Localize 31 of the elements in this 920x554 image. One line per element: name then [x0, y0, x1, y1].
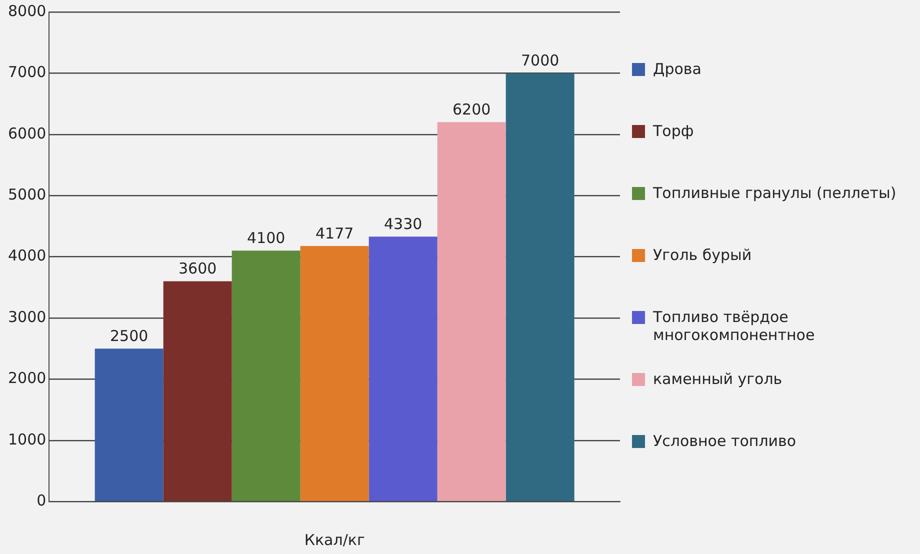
y-tick-label: 7000 — [8, 63, 46, 82]
bar — [163, 281, 232, 501]
legend-label: Уголь бурый — [653, 246, 752, 264]
y-tick-label: 6000 — [8, 124, 46, 142]
bar — [437, 122, 506, 501]
bar — [232, 250, 300, 501]
legend-label: Топливные гранулы (пеллеты) — [653, 184, 896, 202]
y-tick-label: 2000 — [8, 369, 46, 388]
x-axis-title: Ккал/кг — [304, 530, 365, 549]
data-label: 7000 — [520, 52, 560, 70]
bar — [506, 73, 574, 501]
y-tick-label: 4000 — [8, 246, 46, 265]
data-label: 4177 — [315, 224, 354, 242]
data-label: 4330 — [384, 214, 422, 233]
data-label: 3600 — [178, 260, 217, 278]
legend-label: Топливо твёрдое многокомпонентное — [653, 308, 816, 344]
legend-label: Дрова — [653, 60, 702, 78]
y-tick-label: 8000 — [8, 2, 46, 20]
legend-label: Торф — [653, 122, 694, 140]
y-tick-label: 1000 — [8, 430, 46, 448]
bar — [94, 348, 164, 501]
bar — [300, 246, 369, 501]
data-label: 2500 — [110, 326, 148, 345]
y-tick-label: 3000 — [8, 308, 46, 326]
data-label: 4100 — [246, 229, 286, 248]
bar — [368, 236, 438, 501]
legend-label: Условное топливо — [653, 432, 796, 450]
legend-label: каменный уголь — [653, 370, 782, 388]
y-tick-label: 5000 — [8, 185, 46, 204]
data-label: 6200 — [452, 100, 491, 119]
y-tick-label: 0 — [36, 491, 46, 510]
